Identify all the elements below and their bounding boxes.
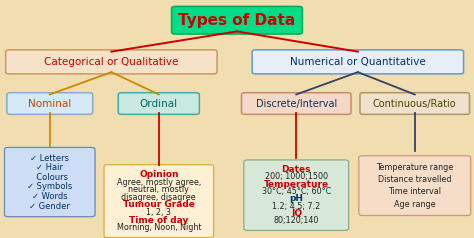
FancyBboxPatch shape <box>252 50 464 74</box>
Text: Types of Data: Types of Data <box>178 13 296 28</box>
Text: Dates: Dates <box>282 165 311 174</box>
FancyBboxPatch shape <box>244 160 348 230</box>
Text: Time of day: Time of day <box>129 216 189 225</box>
FancyBboxPatch shape <box>104 165 213 238</box>
Text: Distance travelled: Distance travelled <box>378 175 452 184</box>
Text: 200; 1000;1500: 200; 1000;1500 <box>265 172 328 181</box>
Text: 30°C; 45°C; 60°C: 30°C; 45°C; 60°C <box>262 187 331 196</box>
Text: 1.2; 4.5; 7.2: 1.2; 4.5; 7.2 <box>272 202 320 211</box>
FancyBboxPatch shape <box>359 156 471 216</box>
Text: Tumour Grade: Tumour Grade <box>123 200 195 209</box>
Text: Opinion: Opinion <box>139 170 179 179</box>
FancyBboxPatch shape <box>7 93 92 114</box>
Text: IQ: IQ <box>291 209 302 218</box>
Text: Time interval: Time interval <box>388 187 441 196</box>
Text: ✓ Gender: ✓ Gender <box>29 202 70 211</box>
Text: Discrete/Interval: Discrete/Interval <box>255 99 337 109</box>
Text: Nominal: Nominal <box>28 99 72 109</box>
FancyBboxPatch shape <box>172 6 302 34</box>
Text: Colours: Colours <box>31 173 68 182</box>
Text: Morning, Noon, Night: Morning, Noon, Night <box>117 223 201 232</box>
FancyBboxPatch shape <box>241 93 351 114</box>
Text: disagree, disagree: disagree, disagree <box>121 193 196 202</box>
Text: Ordinal: Ordinal <box>140 99 178 109</box>
FancyBboxPatch shape <box>5 148 95 217</box>
Text: Categorical or Qualitative: Categorical or Qualitative <box>44 57 179 67</box>
Text: Continuous/Ratio: Continuous/Ratio <box>373 99 456 109</box>
FancyBboxPatch shape <box>360 93 469 114</box>
Text: Age range: Age range <box>394 200 436 208</box>
Text: Temperature range: Temperature range <box>376 163 453 172</box>
Text: 80;120;140: 80;120;140 <box>273 216 319 225</box>
Text: Temperature: Temperature <box>264 180 329 189</box>
Text: ✓ Letters: ✓ Letters <box>30 154 69 163</box>
Text: ✓ Hair: ✓ Hair <box>36 163 63 172</box>
Text: 1, 2, 3: 1, 2, 3 <box>146 208 171 217</box>
Text: Agree, mostly agree,: Agree, mostly agree, <box>117 178 201 187</box>
Text: neutral, mostly: neutral, mostly <box>128 185 189 194</box>
Text: ✓ Symbols: ✓ Symbols <box>27 182 73 191</box>
FancyBboxPatch shape <box>118 93 199 114</box>
Text: pH: pH <box>289 194 303 203</box>
Text: Numerical or Quantitative: Numerical or Quantitative <box>290 57 426 67</box>
Text: ✓ Words: ✓ Words <box>32 192 68 201</box>
FancyBboxPatch shape <box>6 50 217 74</box>
